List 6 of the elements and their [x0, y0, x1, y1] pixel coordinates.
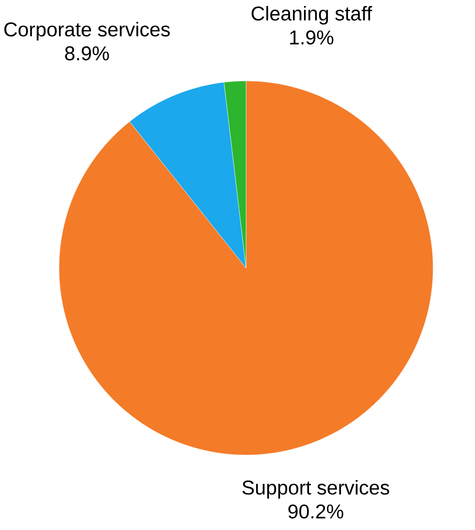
slice-label: Corporate services	[4, 22, 170, 40]
slice-label: Support services	[242, 480, 390, 499]
data-label: 90.2%	[288, 504, 344, 519]
slice-label: Cleaning staff	[252, 6, 372, 25]
data-label: 1.9%	[290, 30, 334, 45]
data-label: 8.9%	[65, 46, 109, 60]
